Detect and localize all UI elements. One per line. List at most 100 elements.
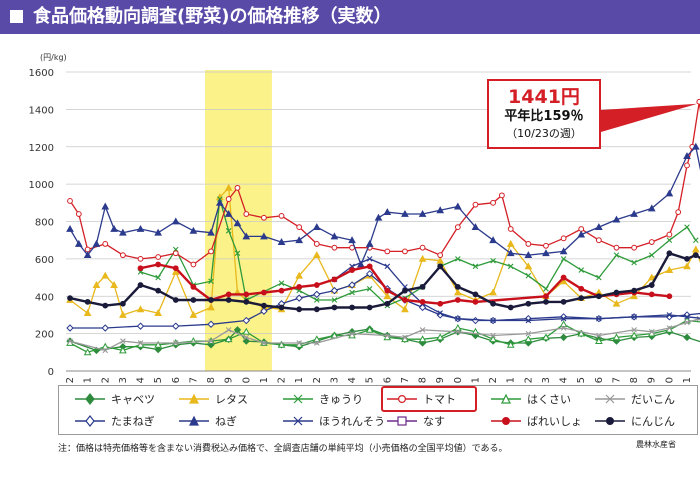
- legend-label: レタス: [215, 393, 248, 406]
- series-6-line: [70, 273, 700, 329]
- series-11-point: [102, 302, 109, 309]
- series-5-point: [560, 325, 567, 331]
- series-4-point: [436, 333, 445, 341]
- series-1-point: [647, 273, 656, 281]
- series-5-point: [137, 340, 144, 346]
- series-8-point: [455, 315, 461, 322]
- series-7-point: [119, 228, 127, 236]
- series-3-point: [155, 254, 162, 260]
- series-7-point: [224, 209, 233, 217]
- x-tick-label: 7: [611, 377, 622, 383]
- footnote: 注：価格は特売価格等を含まない消費税込み価格で、全調査店舗の単純平均（小売価格の…: [58, 444, 508, 454]
- series-3-point: [613, 244, 620, 251]
- series-2-point: [208, 278, 214, 285]
- series-8-point: [525, 317, 532, 324]
- series-4-point: [224, 335, 233, 343]
- series-10-line: [140, 263, 670, 305]
- series-2-point: [234, 250, 241, 257]
- series-1-point: [612, 299, 621, 307]
- square-bullet-icon: [10, 10, 23, 23]
- series-11-point: [190, 297, 197, 303]
- series-5-point: [666, 325, 673, 331]
- x-tick-label: 11: [682, 377, 693, 384]
- series-11-point: [613, 289, 620, 296]
- series-10-point: [225, 291, 232, 298]
- series-10-point: [578, 285, 585, 292]
- series-10-point: [190, 284, 197, 290]
- series-10-point: [419, 298, 426, 305]
- series-3-point: [490, 199, 496, 206]
- x-tick-label: 8: [206, 377, 217, 383]
- x-tick-label: 3: [329, 377, 340, 383]
- x-tick-label: 12: [488, 377, 499, 384]
- y-tick-label: 1000: [29, 180, 54, 191]
- x-tick-label: 11: [259, 377, 270, 384]
- series-3-point: [119, 252, 126, 259]
- series-10-point: [437, 300, 444, 307]
- series-10-point: [648, 291, 655, 298]
- series-6-point: [348, 281, 356, 289]
- series-1-point: [524, 262, 533, 270]
- series-7-point: [683, 152, 691, 159]
- series-3-point: [648, 239, 655, 245]
- series-1-point: [92, 281, 101, 288]
- series-11-point: [437, 263, 444, 270]
- series-5-point: [648, 328, 655, 335]
- series-3-point: [631, 244, 638, 251]
- series-5-point: [102, 347, 109, 354]
- tomato-price-callout: 1441円 平年比159％ （10/23の週）: [487, 79, 601, 149]
- legend-item: きゅうり: [281, 389, 363, 409]
- series-4-point: [542, 333, 550, 341]
- x-tick-label: 8: [629, 377, 640, 383]
- series-3-point: [560, 235, 567, 242]
- legend-item: はくさい: [489, 389, 571, 409]
- series-4-point: [83, 348, 92, 356]
- series-7-point: [154, 228, 162, 236]
- series-1-point: [295, 271, 304, 279]
- series-3-point: [75, 211, 82, 217]
- series-2-point: [631, 259, 637, 266]
- series-11-point: [137, 282, 144, 288]
- series-3-point: [384, 248, 391, 255]
- series-11-point: [490, 300, 496, 307]
- series-4-point: [453, 323, 462, 331]
- series-7-point: [277, 238, 286, 245]
- series-7-point: [453, 202, 462, 210]
- legend-item: ねぎ: [177, 411, 237, 431]
- series-11-point: [296, 306, 303, 313]
- series-7-point: [357, 260, 365, 268]
- series-1-point: [489, 288, 497, 296]
- series-11-point: [313, 306, 320, 313]
- legend-swatch-icon: [595, 416, 625, 426]
- series-3-point: [525, 241, 532, 247]
- series-3-point: [243, 211, 250, 217]
- x-tick-label: 5: [576, 377, 587, 383]
- legend-swatch-icon: [491, 393, 521, 404]
- series-6-point: [295, 294, 303, 302]
- series-5-point: [296, 340, 302, 346]
- series-3-point: [278, 212, 285, 219]
- x-tick-label: 3: [541, 377, 552, 383]
- series-10-point: [278, 287, 285, 294]
- y-tick-label: 800: [35, 218, 54, 229]
- legend-label: キャベツ: [111, 393, 155, 406]
- series-7-point: [66, 224, 74, 232]
- series-7-point: [74, 239, 83, 247]
- x-tick-label: 10: [453, 377, 464, 384]
- series-3-point: [437, 252, 444, 259]
- series-5-point: [208, 338, 214, 344]
- series-4-point: [559, 320, 568, 328]
- legend-label: トマト: [423, 393, 456, 406]
- legend-swatch-icon: [491, 416, 521, 426]
- x-tick-label: 2: [312, 377, 323, 383]
- series-11-point: [208, 297, 214, 303]
- series-11-point: [278, 304, 285, 311]
- series-2-point: [666, 237, 673, 243]
- series-1-point: [453, 288, 462, 296]
- series-3-point: [296, 224, 303, 231]
- series-1-point: [691, 245, 700, 253]
- legend-item: キャベツ: [73, 389, 155, 409]
- series-2-point: [560, 256, 567, 262]
- x-tick-label: 7: [400, 377, 411, 383]
- series-7-point: [577, 230, 586, 238]
